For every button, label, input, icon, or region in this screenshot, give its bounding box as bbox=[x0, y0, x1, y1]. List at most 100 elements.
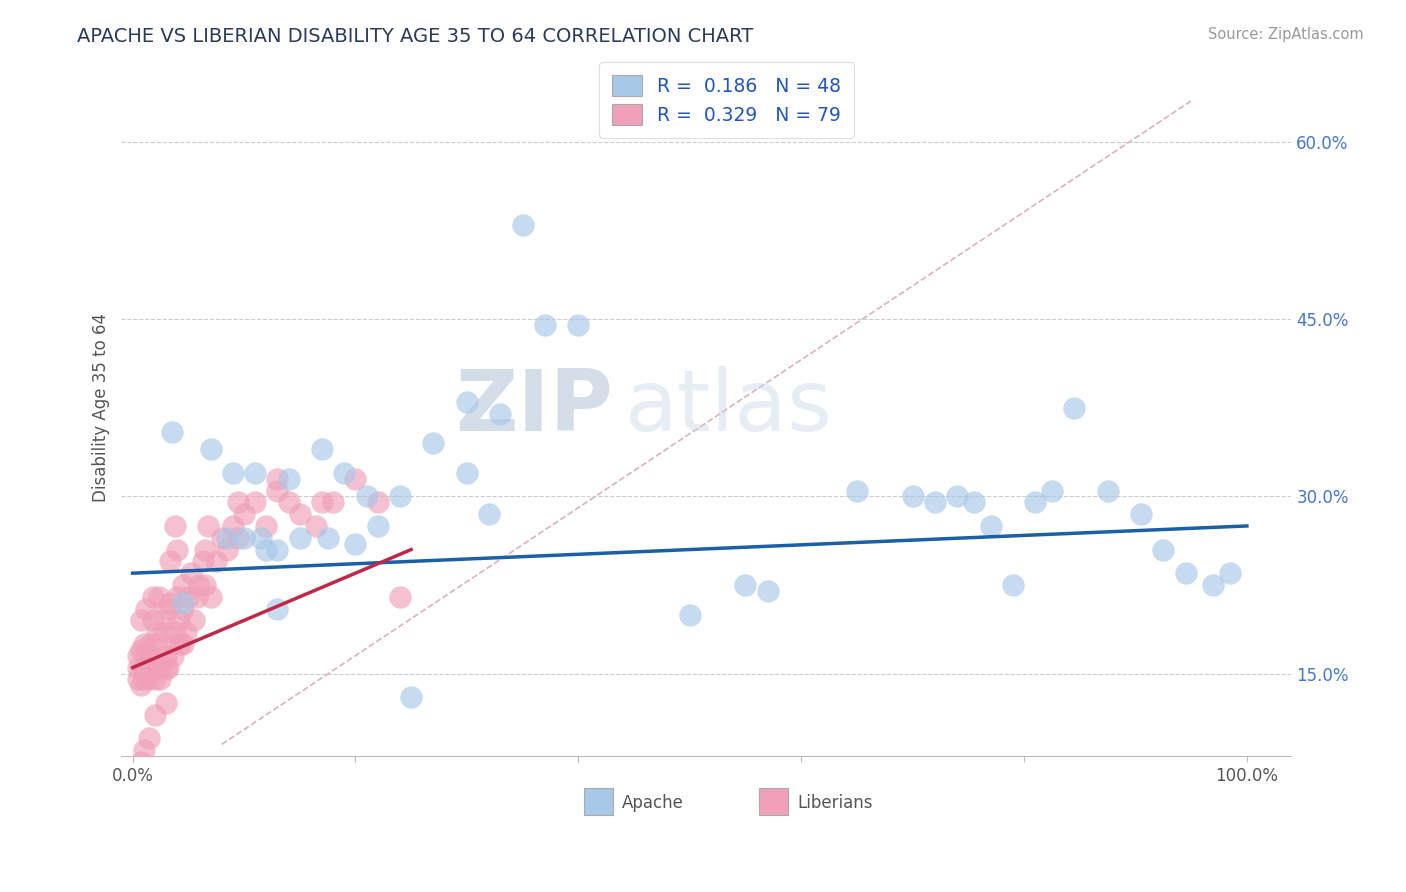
Point bbox=[980, 519, 1002, 533]
Point bbox=[344, 472, 367, 486]
Text: Apache: Apache bbox=[623, 794, 685, 812]
Point bbox=[205, 554, 228, 568]
Point bbox=[200, 590, 222, 604]
Point bbox=[512, 218, 534, 232]
Text: atlas: atlas bbox=[624, 367, 832, 450]
Point bbox=[534, 318, 557, 333]
Point bbox=[316, 531, 339, 545]
Point bbox=[135, 660, 157, 674]
Y-axis label: Disability Age 35 to 64: Disability Age 35 to 64 bbox=[93, 313, 110, 502]
Point bbox=[138, 731, 160, 746]
Point bbox=[1219, 566, 1241, 581]
Point bbox=[146, 637, 169, 651]
Point bbox=[157, 660, 180, 674]
Point bbox=[567, 318, 589, 333]
Point bbox=[131, 678, 153, 692]
Point bbox=[155, 696, 177, 710]
Point bbox=[127, 648, 149, 663]
Point bbox=[200, 442, 222, 457]
Point bbox=[305, 519, 328, 533]
Point bbox=[135, 648, 157, 663]
Point bbox=[157, 601, 180, 615]
Point bbox=[233, 507, 256, 521]
Point bbox=[1174, 566, 1197, 581]
Point bbox=[172, 637, 194, 651]
Point bbox=[311, 495, 333, 509]
Point bbox=[367, 495, 389, 509]
Point bbox=[456, 466, 478, 480]
Point bbox=[734, 578, 756, 592]
Point bbox=[266, 472, 288, 486]
Point bbox=[478, 507, 501, 521]
Point bbox=[266, 601, 288, 615]
Point bbox=[288, 507, 311, 521]
Point bbox=[1001, 578, 1024, 592]
Point bbox=[924, 495, 946, 509]
Point bbox=[217, 531, 239, 545]
Point bbox=[344, 536, 367, 550]
Text: APACHE VS LIBERIAN DISABILITY AGE 35 TO 64 CORRELATION CHART: APACHE VS LIBERIAN DISABILITY AGE 35 TO … bbox=[77, 27, 754, 45]
Point bbox=[311, 442, 333, 457]
Point bbox=[228, 531, 250, 545]
Point bbox=[152, 625, 174, 640]
Point bbox=[162, 637, 184, 651]
Point bbox=[1130, 507, 1153, 521]
Point bbox=[143, 660, 166, 674]
Point bbox=[1024, 495, 1046, 509]
Point bbox=[679, 607, 702, 622]
Point bbox=[217, 542, 239, 557]
Point bbox=[142, 590, 165, 604]
Point bbox=[333, 466, 356, 480]
Point bbox=[172, 578, 194, 592]
Point bbox=[266, 483, 288, 498]
Point bbox=[845, 483, 868, 498]
Point bbox=[243, 495, 266, 509]
Point bbox=[422, 436, 444, 450]
FancyBboxPatch shape bbox=[583, 788, 613, 815]
Point bbox=[322, 495, 344, 509]
Point bbox=[389, 590, 412, 604]
Point bbox=[197, 519, 219, 533]
Point bbox=[266, 542, 288, 557]
Point bbox=[254, 519, 277, 533]
Point bbox=[243, 466, 266, 480]
Point bbox=[249, 531, 271, 545]
Point bbox=[186, 590, 208, 604]
Text: ZIP: ZIP bbox=[456, 367, 613, 450]
Point bbox=[127, 660, 149, 674]
Point bbox=[131, 614, 153, 628]
Point bbox=[149, 673, 172, 687]
Point bbox=[172, 596, 194, 610]
Point bbox=[222, 466, 245, 480]
Point bbox=[277, 495, 299, 509]
Point bbox=[194, 578, 217, 592]
Point bbox=[131, 755, 153, 769]
Point bbox=[139, 637, 162, 651]
Point bbox=[233, 531, 256, 545]
Point bbox=[180, 566, 202, 581]
Point bbox=[356, 490, 378, 504]
Text: Source: ZipAtlas.com: Source: ZipAtlas.com bbox=[1208, 27, 1364, 42]
Point bbox=[756, 583, 779, 598]
Point bbox=[211, 531, 233, 545]
Point bbox=[1097, 483, 1119, 498]
Point bbox=[132, 743, 155, 757]
Text: Liberians: Liberians bbox=[797, 794, 873, 812]
Point bbox=[155, 660, 177, 674]
FancyBboxPatch shape bbox=[759, 788, 789, 815]
Point bbox=[163, 625, 186, 640]
Point bbox=[188, 578, 211, 592]
Point bbox=[131, 643, 153, 657]
Point bbox=[191, 554, 214, 568]
Point bbox=[177, 590, 200, 604]
Point bbox=[456, 395, 478, 409]
Point bbox=[963, 495, 986, 509]
Point bbox=[132, 673, 155, 687]
Point bbox=[1152, 542, 1174, 557]
Point bbox=[277, 472, 299, 486]
Point bbox=[148, 590, 170, 604]
Point bbox=[136, 673, 159, 687]
Point bbox=[143, 673, 166, 687]
Point bbox=[149, 660, 172, 674]
Point bbox=[254, 542, 277, 557]
